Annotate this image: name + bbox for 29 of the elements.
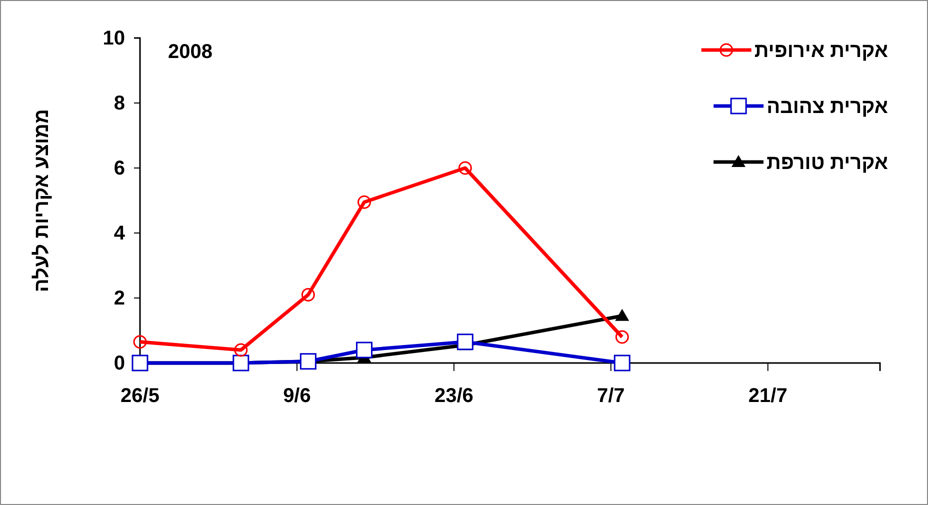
y-axis-title: ממוצע אקריות לעלה <box>31 108 53 292</box>
y-tick-label: 6 <box>114 157 125 180</box>
y-tick-label: 2 <box>114 287 125 310</box>
y-tick-label: 10 <box>102 27 125 50</box>
y-tick-label: 4 <box>114 222 126 244</box>
x-tick-label: 7/7 <box>597 385 625 407</box>
point <box>458 161 472 175</box>
point <box>615 330 629 344</box>
legend-label: אקרית טורפת <box>766 152 888 174</box>
y-tick-label: 0 <box>114 352 125 374</box>
point <box>614 354 630 372</box>
point <box>132 354 148 372</box>
point <box>232 354 250 372</box>
x-tick-label: 26/5 <box>120 385 160 407</box>
point <box>456 334 474 350</box>
point <box>301 288 315 302</box>
point <box>356 342 372 358</box>
point <box>133 335 147 349</box>
point <box>357 195 371 209</box>
annotation: 2008 <box>168 41 212 63</box>
point <box>615 308 630 321</box>
x-tick-label: 9/6 <box>283 385 311 407</box>
x-tick-label: 21/7 <box>748 385 788 407</box>
x-tick-label: 23/6 <box>434 385 474 407</box>
legend-label: אקרית צהובה <box>766 96 888 118</box>
point <box>300 353 316 370</box>
y-tick-label: 8 <box>114 92 125 114</box>
point <box>234 343 248 357</box>
legend-label: אקרית אירופית <box>754 40 888 62</box>
